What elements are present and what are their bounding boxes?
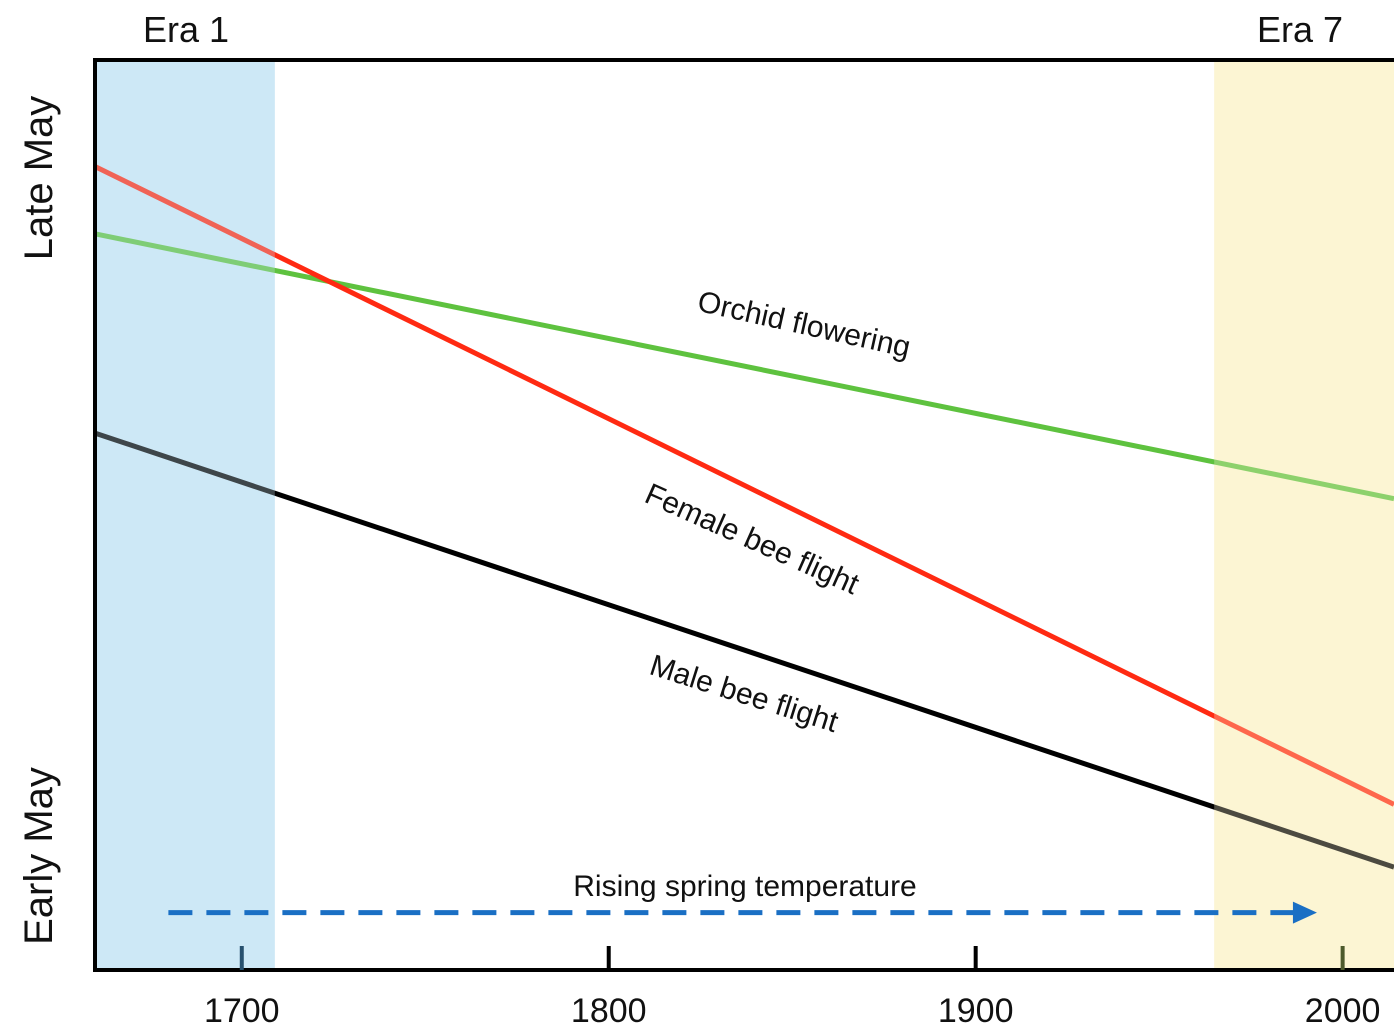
era-bands: [95, 60, 1394, 970]
temperature-arrow: [168, 901, 1317, 924]
series-line-male-bee-flight: [94, 430, 1394, 870]
era-tint-era-1: [95, 60, 275, 970]
era-1-label: Era 1: [143, 9, 229, 50]
y-label-late-may: Late May: [17, 96, 61, 261]
y-label-early-may: Early May: [17, 767, 61, 945]
series-label-male-bee-flight: Male bee flight: [646, 649, 843, 739]
x-tick-labels: 1700 1800 1900 2000: [204, 992, 1380, 1030]
x-tick-label-2000: 2000: [1305, 992, 1381, 1030]
era-7-label: Era 7: [1257, 9, 1343, 50]
series-label-orchid-flowering: Orchid flowering: [695, 285, 914, 364]
series-lines: [93, 164, 1394, 870]
rising-temperature-label: Rising spring temperature: [573, 870, 917, 903]
axes: [93, 58, 1394, 972]
series-line-orchid-flowering: [94, 231, 1394, 502]
series-label-female-bee-flight: Female bee flight: [640, 477, 864, 601]
era-tint-era-7: [1214, 60, 1394, 970]
x-tick-label-1800: 1800: [571, 992, 647, 1030]
arrow-head: [1292, 901, 1317, 924]
series-line-female-bee-flight: [93, 164, 1394, 807]
era-overlays: [95, 60, 1394, 970]
x-tick-label-1700: 1700: [204, 992, 280, 1030]
x-tick-label-1900: 1900: [938, 992, 1014, 1030]
